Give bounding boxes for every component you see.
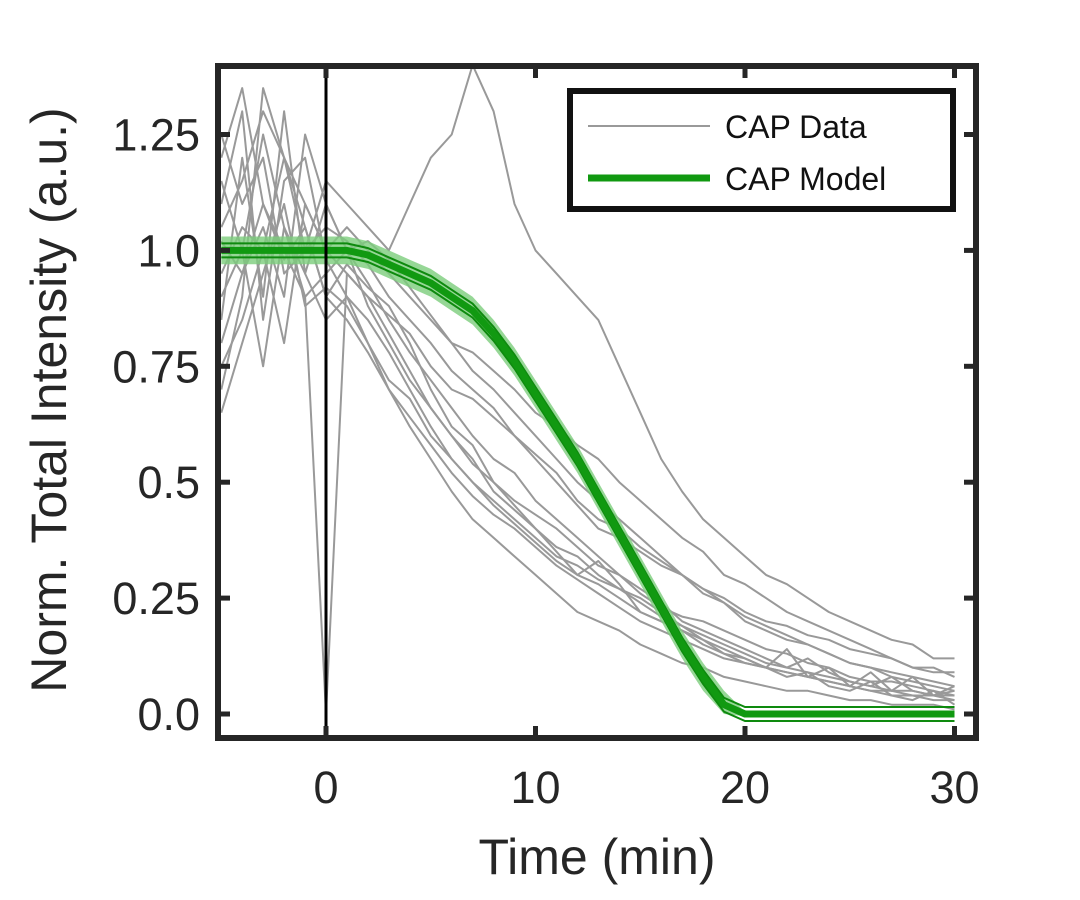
x-axis-label: Time (min) xyxy=(478,829,715,885)
legend-box xyxy=(567,88,956,212)
legend-label-data: CAP Data xyxy=(725,109,867,145)
y-tick-label-0: 0.0 xyxy=(137,689,200,740)
y-tick-label-5: 1.25 xyxy=(112,110,200,161)
x-tick-label-3: 30 xyxy=(929,762,979,813)
data-series-6 xyxy=(220,203,955,711)
plot-frame xyxy=(215,63,979,741)
data-series-12 xyxy=(220,156,955,702)
x-tick-label-1: 10 xyxy=(510,762,560,813)
y-tick-label-1: 0.25 xyxy=(112,573,200,624)
y-axis-label: Norm. Total Intensity (a.u.) xyxy=(21,107,77,692)
data-lines-group xyxy=(220,66,956,715)
data-series-5 xyxy=(220,203,955,678)
y-tick-label-4: 1.0 xyxy=(137,225,200,276)
model-series-line xyxy=(221,246,955,718)
y-tick-label-3: 0.75 xyxy=(112,341,200,392)
x-tick-label-2: 20 xyxy=(720,762,770,813)
x-ticks-group: 0 10 20 30 xyxy=(313,66,980,813)
y-tick-label-2: 0.5 xyxy=(137,457,200,508)
data-series-8 xyxy=(220,226,955,697)
y-ticks-group: 0.0 0.25 0.5 0.75 1.0 1.25 xyxy=(112,110,976,740)
data-series-7 xyxy=(220,66,955,660)
data-series-2 xyxy=(220,133,956,715)
model-lines-group xyxy=(221,242,955,722)
data-series-9 xyxy=(220,110,955,674)
x-tick-label-0: 0 xyxy=(313,762,338,813)
legend: CAP Data CAP Model xyxy=(567,88,956,212)
legend-label-model: CAP Model xyxy=(725,161,886,197)
